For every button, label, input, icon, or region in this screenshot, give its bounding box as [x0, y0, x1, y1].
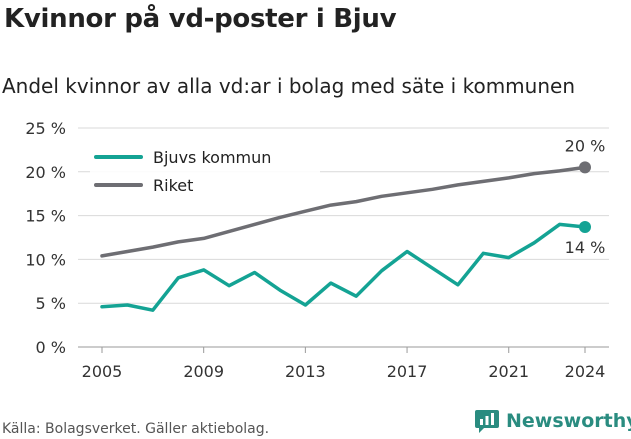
x-tick-label: 2013 [285, 362, 326, 381]
y-tick-label: 15 % [25, 207, 66, 226]
y-tick-label: 20 % [25, 163, 66, 182]
x-tick-label: 2017 [387, 362, 428, 381]
legend-label-bjuv: Bjuvs kommun [153, 148, 271, 167]
newsworthy-logo: Newsworthy [474, 408, 631, 434]
line-chart: 0 % 5 % 10 % 15 % 20 % 25 % 2005 2009 2013 2017 20… [25, 119, 609, 381]
x-tick-label: 2024 [565, 362, 606, 381]
series-end-label-riket: 20 % [565, 136, 606, 155]
series-end-label-bjuv: 14 % [565, 238, 606, 257]
source-note: Källa: Bolagsverket. Gäller aktiebolag. [2, 421, 270, 437]
chart-title: Kvinnor på vd-poster i Bjuv [4, 4, 397, 34]
newsworthy-logo-text: Newsworthy [506, 410, 631, 432]
series-endpoint-bjuv [579, 220, 591, 233]
y-tick-label: 5 % [36, 294, 66, 313]
x-tick-label: 2021 [488, 362, 529, 381]
x-tick-label: 2005 [82, 362, 123, 381]
x-tick-label: 2009 [183, 362, 224, 381]
series-endpoint-riket [579, 161, 591, 174]
chart-subtitle: Andel kvinnor av alla vd:ar i bolag med … [2, 74, 575, 98]
legend-background [90, 141, 320, 199]
series-line-bjuv [100, 222, 587, 312]
legend-label-riket: Riket [153, 176, 193, 195]
newsworthy-logo-icon [475, 410, 499, 433]
y-tick-label: 10 % [25, 250, 66, 269]
y-tick-label: 25 % [25, 119, 66, 138]
y-tick-label: 0 % [36, 338, 66, 357]
series-line-riket [100, 165, 587, 258]
